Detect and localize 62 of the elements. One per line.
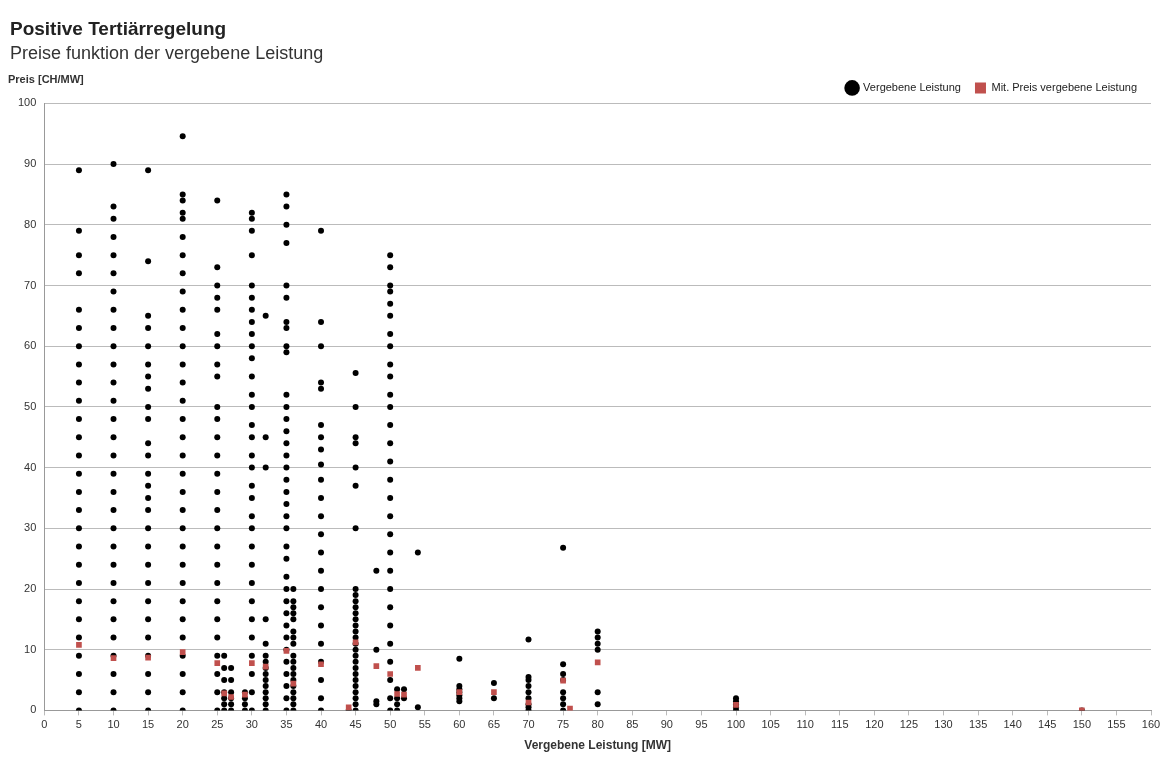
point: [373, 663, 380, 669]
x-tick-label: 70: [522, 718, 535, 731]
x-axis-title: Vergebene Leistung [MW]: [524, 738, 672, 753]
y-tick-label: 80: [24, 217, 37, 230]
x-tick-label: 85: [626, 718, 639, 731]
point: [394, 691, 400, 697]
x-tick-label: 50: [384, 718, 397, 731]
x-tick-label: 5: [75, 718, 82, 731]
x-tick-label: 55: [418, 718, 431, 731]
point: [179, 649, 186, 655]
x-tick-label: 80: [591, 718, 604, 731]
y-tick-label: 40: [24, 460, 37, 473]
point: [76, 642, 82, 648]
x-tick-label: 35: [280, 718, 293, 731]
y-tick-label: 30: [24, 521, 37, 534]
y-tick-label: 100: [17, 96, 37, 109]
y-axis-title: Preis [CH/MW]: [8, 72, 85, 85]
x-tick-label: 145: [1038, 718, 1057, 731]
point: [401, 691, 407, 698]
x-tick-label: 115: [830, 718, 849, 731]
x-tick-label: 20: [176, 718, 189, 731]
x-tick-label: 135: [968, 718, 988, 731]
point: [214, 660, 221, 666]
x-tick-label: 30: [245, 718, 258, 731]
x-tick-label: 95: [695, 718, 708, 731]
chart-title: Positive Tertiärregelung: [10, 17, 227, 39]
x-tick-label: 45: [349, 718, 362, 731]
y-tick-label: 0: [30, 703, 37, 716]
chart-subtitle: Preise funktion der vergebene Leistung: [10, 42, 324, 63]
x-tick-label: 65: [487, 718, 501, 731]
x-tick-label: 10: [107, 718, 120, 731]
point: [567, 705, 573, 711]
y-tick-label: 70: [24, 278, 37, 291]
x-tick-label: 75: [556, 718, 570, 731]
x-tick-label: 130: [934, 718, 953, 731]
x-tick-label: 125: [899, 718, 919, 731]
x-tick-label: 150: [1072, 718, 1092, 731]
y-tick-label: 60: [24, 339, 37, 352]
x-tick-label: 100: [726, 718, 746, 731]
x-tick-label: 0: [41, 718, 48, 731]
x-tick-label: 155: [1107, 718, 1126, 731]
x-tick-label: 120: [865, 718, 884, 731]
point: [594, 659, 601, 666]
point: [491, 689, 497, 696]
x-tick-label: 25: [211, 718, 224, 731]
y-tick-label: 10: [24, 642, 37, 655]
x-tick-label: 140: [1003, 718, 1022, 731]
legend-label: Mit. Preis vergebene Leistung: [991, 80, 1138, 93]
x-tick-label: 110: [796, 718, 814, 731]
point: [249, 660, 255, 666]
x-tick-label: 90: [660, 718, 673, 731]
y-tick-label: 90: [24, 157, 37, 170]
x-tick-label: 15: [141, 718, 155, 731]
y-tick-label: 50: [24, 399, 37, 412]
x-tick-label: 160: [1141, 718, 1161, 731]
legend-label: Vergebene Leistung: [863, 80, 961, 93]
x-tick-label: 60: [453, 718, 466, 731]
x-tick-label: 40: [314, 718, 328, 731]
point: [387, 671, 394, 677]
y-tick-label: 20: [24, 582, 37, 595]
point: [415, 665, 421, 671]
x-tick-label: 105: [761, 718, 780, 731]
